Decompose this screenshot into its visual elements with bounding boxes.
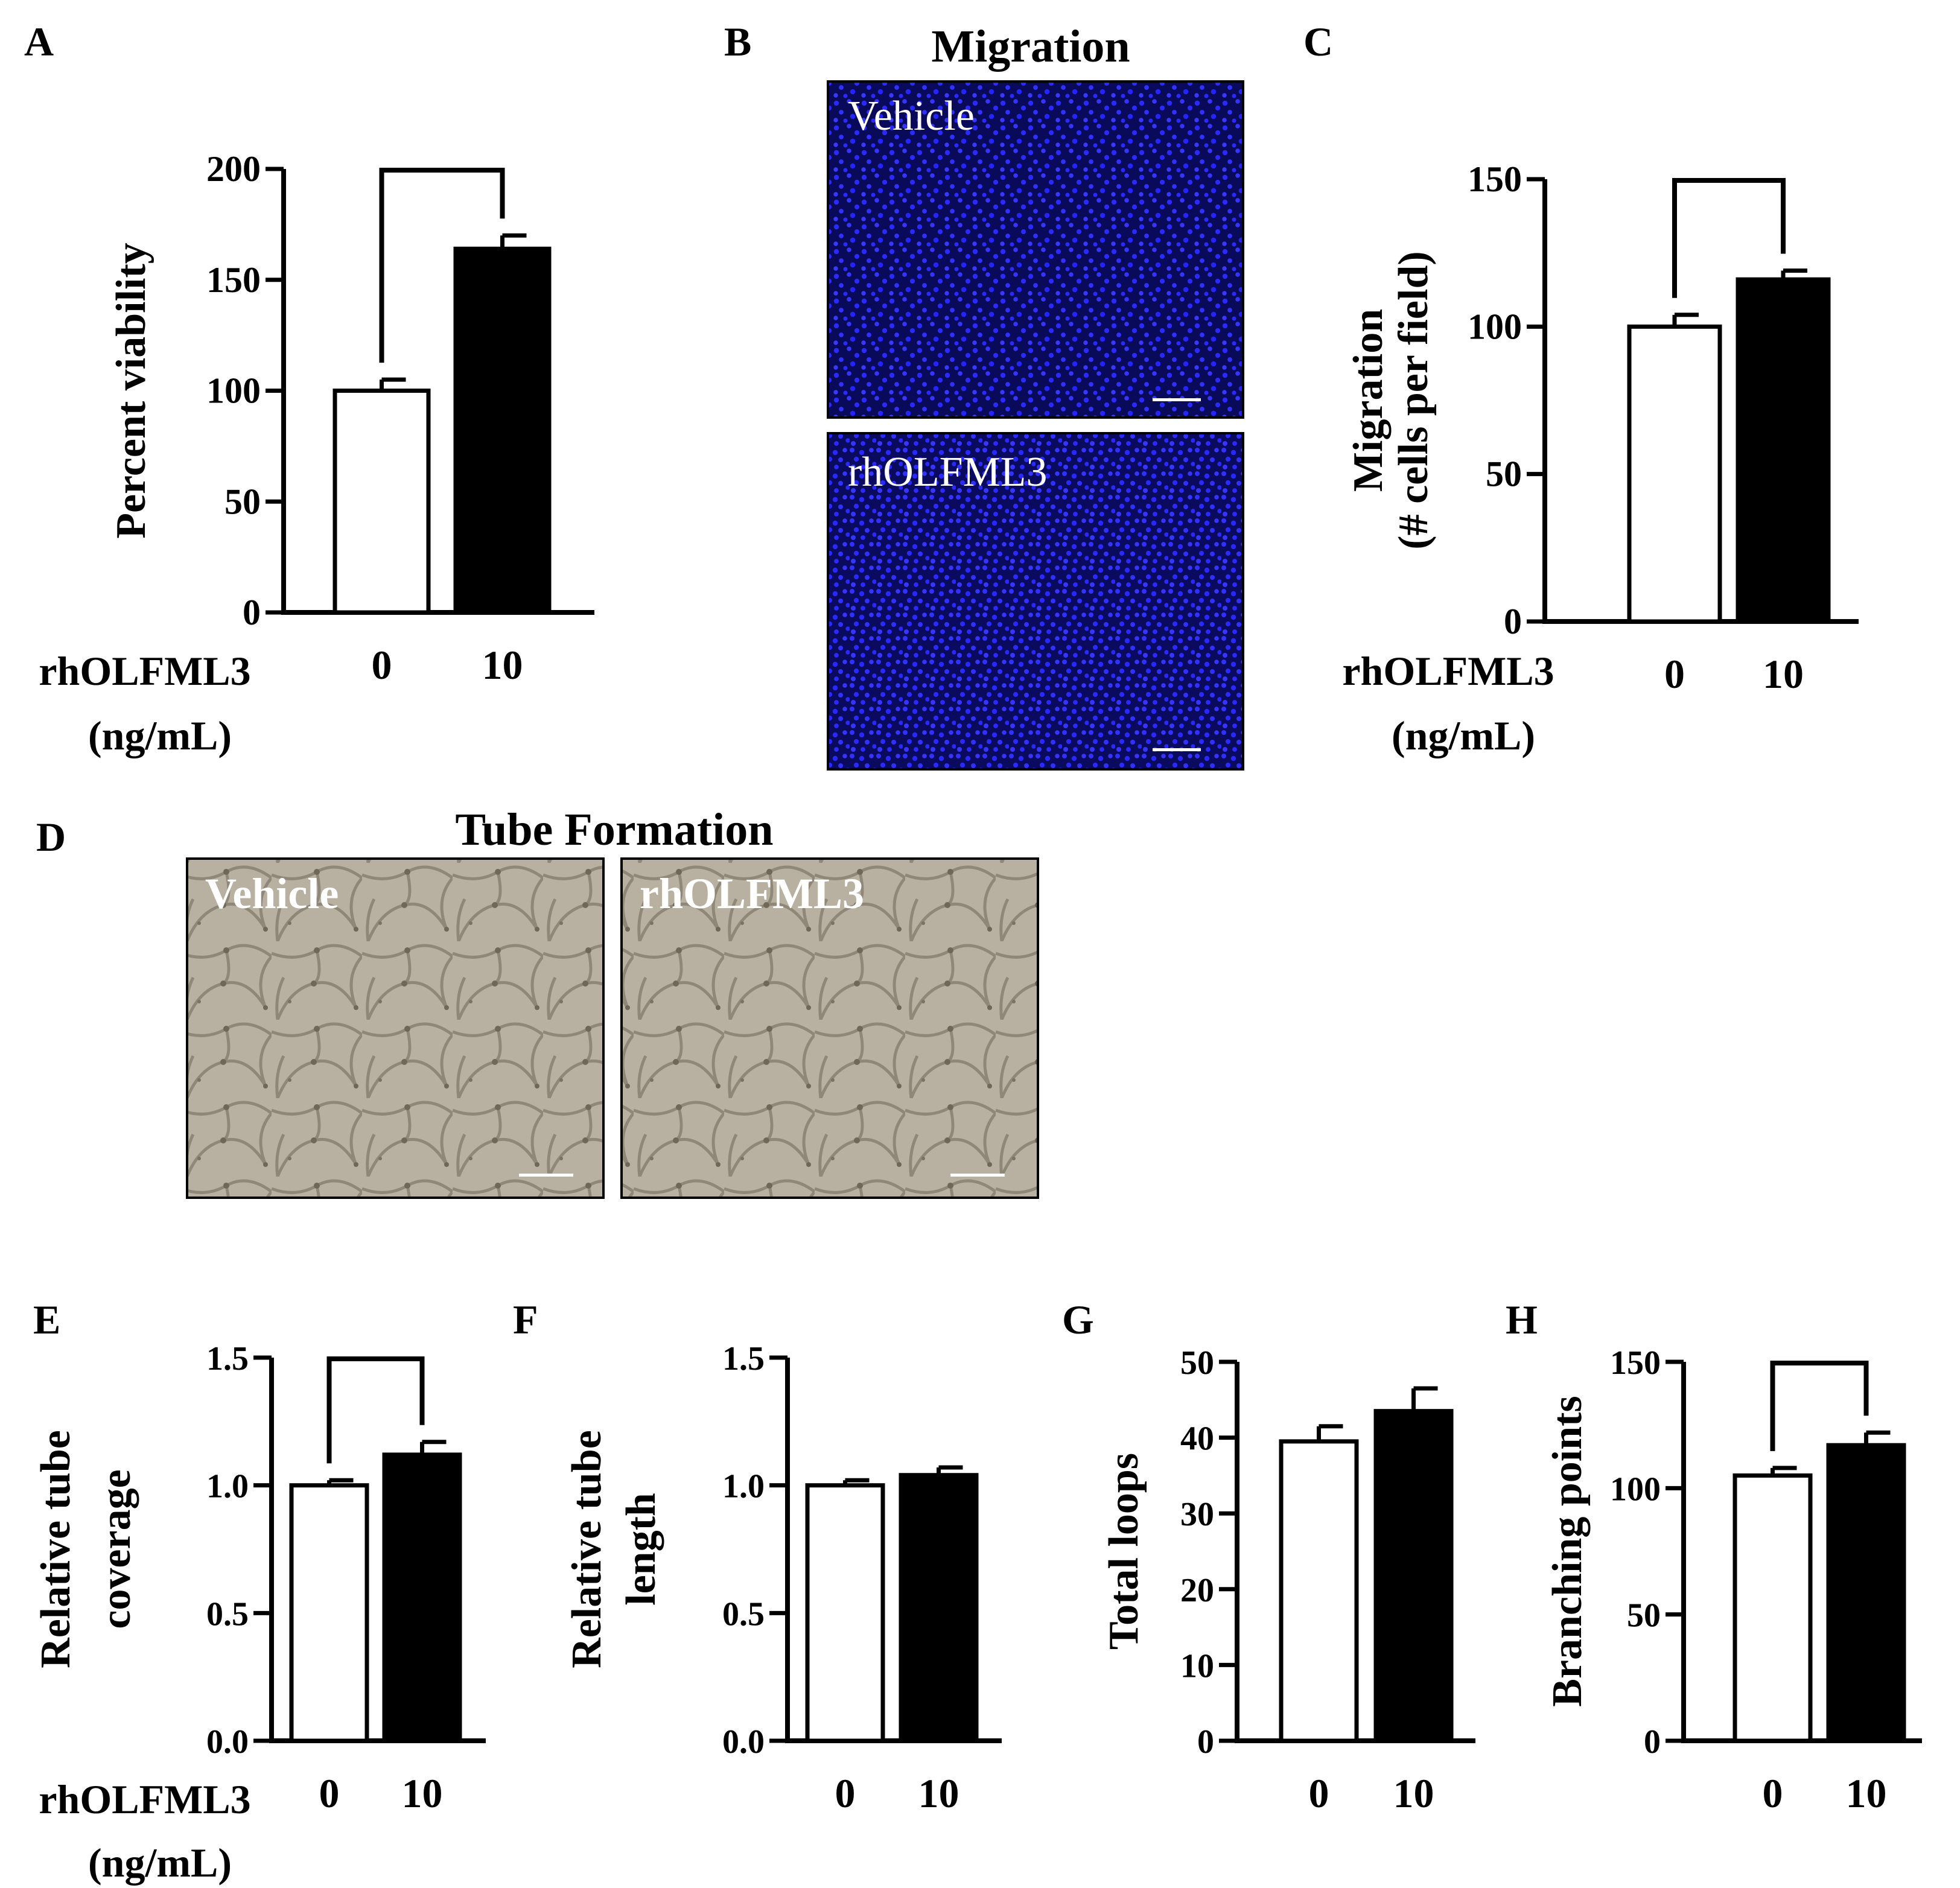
- chart-panel-g: 0 10 20 30 40 50 0 10 Total loops: [1101, 1344, 1475, 1816]
- y-axis-label-g: Total loops: [1101, 1453, 1147, 1650]
- chart-panel-f: 0.0 0.5 1.0 1.5 0 10 Relative tube length: [564, 1340, 1002, 1816]
- y-tick-label-g: 40: [1180, 1420, 1214, 1458]
- panel-letter-e: E: [33, 1297, 60, 1343]
- y-tick-label-g: 10: [1180, 1647, 1214, 1685]
- chart-panel-c: 0 50 100 150 0 10 Migration(# cells per field): [1345, 159, 1859, 697]
- x-label-e-line1: rhOLFML3: [39, 1776, 250, 1822]
- bar-a-10: [453, 246, 552, 615]
- bar-a-0: [332, 389, 431, 615]
- y-tick-label-g: 50: [1180, 1344, 1214, 1382]
- migration-image-rholfml3: [827, 432, 1244, 771]
- bar-e-10: [382, 1452, 462, 1743]
- x-tick-label-h: 10: [1846, 1770, 1887, 1816]
- x-label-a-line2: (ng/mL): [88, 713, 232, 758]
- panel-letter-a: A: [24, 19, 54, 65]
- panel-letter-g: G: [1062, 1297, 1094, 1343]
- x-tick-label-f: 10: [918, 1770, 959, 1816]
- bar-c-0: [1627, 324, 1722, 624]
- y-tick-label-e: 0.0: [206, 1723, 249, 1761]
- bar-f-0: [805, 1483, 885, 1743]
- y-axis-label-line2-e: coverage: [93, 1469, 139, 1629]
- x-tick-label-g: 10: [1393, 1770, 1434, 1816]
- y-tick-label-f: 1.5: [722, 1340, 765, 1378]
- significance-bracket-a: [379, 168, 505, 363]
- panel-letter-h: H: [1506, 1297, 1538, 1343]
- y-axis-label-a: Percent viability: [108, 243, 154, 539]
- y-tick-label-c: 150: [1468, 159, 1522, 199]
- tube-image-rholfml3: [620, 857, 1039, 1199]
- x-label-c-line2: (ng/mL): [1392, 713, 1535, 758]
- panel-letter-f: F: [513, 1297, 538, 1343]
- y-tick-label-a: 100: [206, 371, 261, 411]
- x-tick-label-f: 0: [835, 1770, 856, 1816]
- x-tick-label-a: 0: [372, 642, 392, 688]
- x-tick-label-e: 10: [402, 1770, 443, 1816]
- y-axis-label-f: Relative tube: [564, 1430, 610, 1668]
- y-tick-label-f: 0.0: [722, 1723, 765, 1761]
- y-tick-label-a: 150: [206, 260, 261, 300]
- bar-g-10: [1373, 1409, 1454, 1743]
- y-tick-label-e: 1.0: [206, 1468, 249, 1505]
- bar-f-10: [899, 1473, 979, 1743]
- chart-panel-a: 0 50 100 150 200 0 10 Percent viability: [108, 149, 594, 688]
- y-axis-label-e: Relative tube: [33, 1430, 79, 1668]
- chart-panel-h: 0 50 100 150 0 10 Branching points: [1544, 1344, 1922, 1816]
- y-axis-label-line2-c: (# cells per field): [1390, 251, 1437, 549]
- y-axis-label-h: Branching points: [1544, 1396, 1591, 1706]
- x-tick-label-c: 0: [1664, 651, 1685, 697]
- y-tick-label-h: 150: [1610, 1344, 1661, 1382]
- y-tick-label-f: 1.0: [722, 1468, 765, 1505]
- significance-bracket-c: [1672, 178, 1786, 298]
- y-tick-label-c: 0: [1504, 602, 1522, 641]
- x-tick-label-c: 10: [1763, 651, 1804, 697]
- panel-letter-d: D: [36, 814, 66, 860]
- bar-e-0: [289, 1483, 369, 1743]
- y-axis-label-c: Migration: [1345, 309, 1392, 492]
- significance-bracket-h: [1770, 1361, 1869, 1451]
- migration-image-vehicle: [827, 80, 1244, 419]
- y-tick-label-a: 0: [243, 593, 261, 632]
- y-tick-label-g: 0: [1197, 1723, 1214, 1761]
- y-tick-label-h: 0: [1644, 1723, 1661, 1761]
- y-tick-label-a: 50: [224, 482, 261, 521]
- y-tick-label-c: 50: [1486, 454, 1522, 494]
- x-tick-label-g: 0: [1309, 1770, 1329, 1816]
- y-tick-label-h: 100: [1610, 1470, 1661, 1508]
- tube-label-rholfml3: rhOLFML3: [640, 869, 864, 918]
- bar-c-10: [1736, 277, 1831, 624]
- panel-letter-c: C: [1303, 19, 1333, 65]
- migration-label-vehicle: Vehicle: [848, 93, 975, 139]
- chart-panel-e: 0.0 0.5 1.0 1.5 0 10 Relative tube coverage: [33, 1340, 486, 1816]
- y-tick-label-c: 100: [1468, 307, 1522, 346]
- y-tick-label-g: 30: [1180, 1496, 1214, 1533]
- x-tick-label-h: 0: [1763, 1770, 1783, 1816]
- significance-bracket-e: [326, 1356, 425, 1464]
- bar-h-0: [1732, 1473, 1813, 1743]
- x-tick-label-a: 10: [482, 642, 523, 688]
- y-tick-label-f: 0.5: [722, 1595, 765, 1633]
- bar-g-0: [1279, 1439, 1359, 1743]
- migration-title: Migration: [931, 21, 1130, 72]
- y-tick-label-h: 50: [1627, 1597, 1661, 1635]
- y-tick-label-g: 20: [1180, 1572, 1214, 1609]
- y-axis-label-line2-f: length: [618, 1493, 664, 1606]
- tube-label-vehicle: Vehicle: [205, 869, 339, 918]
- migration-label-rholfml3: rhOLFML3: [848, 449, 1048, 495]
- y-tick-label-a: 200: [206, 149, 261, 189]
- tube-formation-title: Tube Formation: [455, 804, 773, 855]
- x-tick-label-e: 0: [319, 1770, 340, 1816]
- panel-letter-b: B: [724, 19, 751, 65]
- y-tick-label-e: 1.5: [206, 1340, 249, 1378]
- bar-h-10: [1826, 1443, 1906, 1743]
- x-label-c-line1: rhOLFML3: [1342, 648, 1554, 694]
- tube-image-vehicle: [186, 857, 605, 1199]
- y-tick-label-e: 0.5: [206, 1595, 249, 1633]
- x-label-e-line2: (ng/mL): [88, 1840, 232, 1886]
- x-label-a-line1: rhOLFML3: [39, 648, 250, 694]
